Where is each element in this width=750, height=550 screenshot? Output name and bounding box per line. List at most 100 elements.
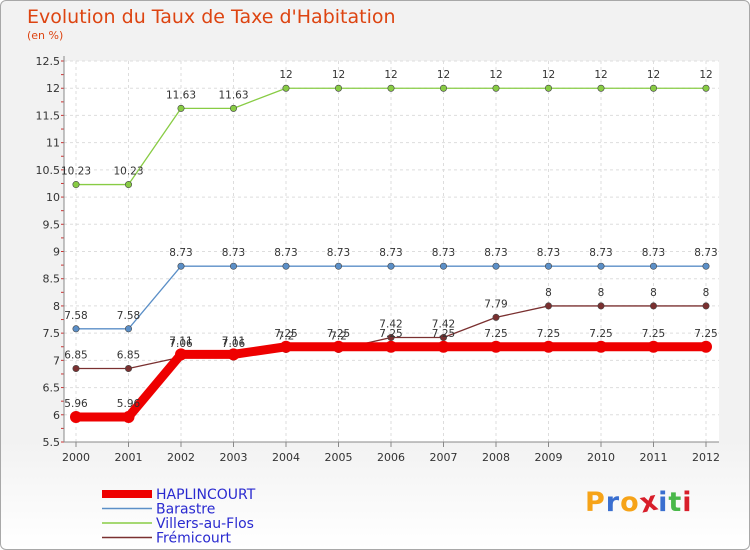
data-label: 11.63 [218,89,248,101]
data-label: 7.2 [278,330,295,342]
data-label: 12 [332,69,345,81]
data-label: 7.58 [117,310,140,322]
data-label: 7.25 [642,328,665,340]
data-point[interactable] [597,262,605,270]
data-label: 5.96 [64,398,88,410]
data-point[interactable] [177,262,185,270]
data-point[interactable] [702,262,710,270]
x-tick-label: 2003 [220,451,248,464]
data-label: 12 [437,69,450,81]
logo-letter: o [620,487,640,518]
data-point[interactable] [700,340,712,353]
x-tick-label: 2011 [640,451,668,464]
y-tick-label: 12 [46,82,60,95]
data-point[interactable] [175,348,187,361]
data-point[interactable] [490,340,502,353]
x-tick-label: 2012 [692,451,720,464]
legend-label: Barastre [156,502,215,518]
data-point[interactable] [387,333,395,341]
data-label: 12 [594,69,607,81]
data-point[interactable] [439,84,447,92]
data-point[interactable] [230,262,238,270]
y-tick-label: 12.5 [36,55,61,68]
data-point[interactable] [334,262,342,270]
data-label: 8.73 [222,247,245,259]
data-point[interactable] [72,325,80,333]
data-point[interactable] [649,302,657,310]
data-label: 8.73 [169,247,192,259]
logo-letter: t [668,487,683,518]
data-point[interactable] [387,262,395,270]
y-tick-label: 11 [46,137,60,150]
data-point[interactable] [595,340,607,353]
data-point[interactable] [439,262,447,270]
data-point[interactable] [122,410,135,423]
y-tick-label: 10 [46,191,60,204]
data-point[interactable] [597,302,605,310]
data-label: 10.23 [113,166,143,178]
data-point[interactable] [649,262,657,270]
data-point[interactable] [542,340,555,353]
x-tick-label: 2002 [167,451,195,464]
data-point[interactable] [544,302,552,310]
data-point[interactable] [492,84,500,92]
data-point[interactable] [72,365,80,373]
data-point[interactable] [439,333,447,341]
legend-label: Frémicourt [156,531,232,547]
data-point[interactable] [125,181,133,189]
data-label: 8 [598,287,605,299]
data-point[interactable] [282,262,290,270]
data-point[interactable] [492,313,500,321]
proxiti-logo: Proxiti [585,485,693,519]
x-tick-label: 2007 [430,451,458,464]
y-tick-label: 8 [53,300,60,313]
data-label: 7.25 [274,328,297,340]
data-point[interactable] [544,84,552,92]
data-point[interactable] [387,84,395,92]
data-point[interactable] [702,302,710,310]
data-point[interactable] [544,262,552,270]
data-point[interactable] [280,340,292,353]
data-label: 8.73 [642,247,665,259]
data-point[interactable] [332,340,345,353]
data-point[interactable] [125,365,133,373]
data-label: 12 [647,69,660,81]
data-label: 7.2 [330,330,347,342]
data-point[interactable] [125,325,133,333]
data-label: 7.58 [64,310,87,322]
data-label: 8.73 [327,247,350,259]
y-tick-label: 5.5 [43,436,61,449]
data-label: 7.11 [222,335,245,347]
data-label: 5.96 [117,398,141,410]
data-label: 12 [542,69,555,81]
data-label: 6.85 [64,350,87,362]
y-tick-label: 6 [53,409,60,422]
data-label: 7.25 [327,328,350,340]
data-point[interactable] [334,84,342,92]
data-point[interactable] [702,84,710,92]
data-point[interactable] [72,181,80,189]
data-point[interactable] [649,84,657,92]
legend-label: Villers-au-Flos [156,516,254,532]
data-point[interactable] [282,84,290,92]
data-point[interactable] [230,104,238,112]
data-label: 8 [650,287,657,299]
data-point[interactable] [177,104,185,112]
chart-title: Evolution du Taux de Taxe d'Habitation [27,6,396,28]
data-point[interactable] [597,84,605,92]
data-point[interactable] [647,340,660,353]
data-label: 12 [699,69,712,81]
data-point[interactable] [492,262,500,270]
data-point[interactable] [437,340,450,353]
data-label: 7.25 [537,328,560,340]
data-label: 7.42 [379,318,402,330]
data-label: 8 [703,287,710,299]
logo-letter: r [605,487,621,518]
data-point[interactable] [70,410,82,423]
data-point[interactable] [227,348,240,361]
x-tick-label: 2005 [325,451,353,464]
data-point[interactable] [385,340,397,353]
data-label: 6.85 [117,350,140,362]
data-label: 7.06 [169,338,193,350]
